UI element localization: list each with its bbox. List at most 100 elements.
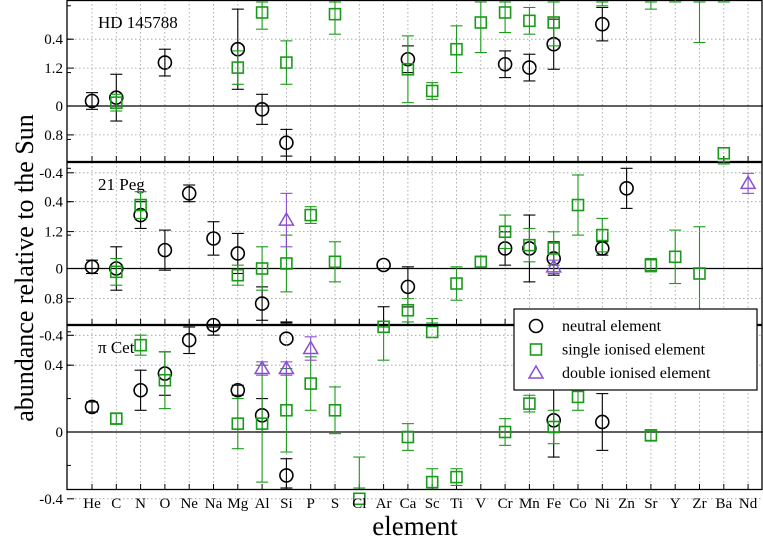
point-single-Sr — [644, 258, 658, 272]
panel-border — [66, 324, 763, 491]
panel-border — [66, 0, 763, 163]
x-tick-label: Sr — [644, 496, 657, 512]
point-single-Sc — [425, 325, 439, 339]
point-neutral-Na — [206, 231, 221, 246]
point-double-Fe — [545, 258, 563, 273]
point-neutral-Mn — [522, 60, 537, 75]
y-tick-label: 0 — [56, 425, 64, 441]
point-neutral-Ni — [594, 414, 610, 430]
star-label: π Cet — [98, 338, 135, 357]
legend-marker-square — [529, 343, 543, 356]
y-tick-label: -0.4 — [39, 328, 63, 344]
x-tick-label: Mn — [519, 496, 540, 512]
legend-marker-circle — [528, 318, 544, 334]
x-tick-label: Ni — [595, 496, 610, 512]
x-tick-label: Co — [569, 496, 587, 512]
point-neutral-Si — [279, 135, 294, 151]
x-tick-label: V — [475, 496, 486, 512]
y-tick-label: 0.8 — [44, 128, 63, 144]
legend-label-neutral: neutral element — [562, 318, 662, 335]
x-tick-label: Na — [205, 496, 223, 512]
point-neutral-Na — [206, 317, 221, 333]
point-single-Ar — [377, 320, 390, 334]
point-neutral-Ni — [594, 16, 610, 32]
point-single-P — [304, 377, 318, 390]
point-single-Mn — [523, 397, 536, 410]
point-single-Ti — [450, 470, 463, 484]
x-tick-label: Cr — [498, 496, 513, 512]
point-single-Cr — [498, 6, 512, 19]
x-tick-label: Si — [280, 496, 293, 512]
y-tick-label: 0 — [56, 262, 64, 278]
point-single-Al — [255, 417, 269, 430]
y-tick-label: 0.4 — [44, 195, 63, 211]
x-tick-label: Fe — [546, 496, 561, 512]
point-neutral-Si — [279, 468, 294, 483]
point-single-Zr — [693, 267, 706, 280]
point-single-Si — [280, 56, 293, 69]
point-single-Sc — [425, 475, 439, 489]
y-tick-label: 0.8 — [44, 291, 63, 307]
y-tick-label: 0.4 — [44, 358, 63, 374]
point-single-V — [474, 16, 488, 29]
point-single-Fe — [547, 420, 561, 434]
point-single-O — [158, 373, 172, 387]
point-single-Mn — [523, 238, 536, 252]
x-tick-label: He — [83, 496, 101, 512]
x-tick-label: Mg — [227, 496, 248, 512]
point-single-P — [304, 208, 318, 222]
point-neutral-N — [133, 382, 148, 398]
y-tick-label: 1.2 — [44, 61, 63, 77]
point-single-N — [134, 198, 147, 212]
point-single-C — [110, 412, 123, 425]
panel-3: 1.2 0.8 0.4 0 -0.4 π Cet — [39, 225, 763, 508]
point-neutral-Al — [254, 296, 270, 311]
point-single-S — [328, 7, 342, 21]
point-single-Mg — [231, 268, 245, 282]
point-double-Si — [278, 211, 295, 226]
point-single-Mg — [231, 417, 245, 430]
y-axis-label: abundance relative to the Sun — [10, 114, 39, 422]
point-single-Mg — [231, 61, 245, 74]
point-single-Ba — [717, 146, 731, 160]
point-single-Co — [571, 390, 585, 404]
point-double-P — [302, 340, 320, 355]
x-tick-label: C — [111, 496, 121, 512]
point-single-V — [474, 255, 488, 269]
y-tick-label: 0 — [56, 99, 64, 115]
point-single-S — [328, 403, 342, 417]
x-tick-label: O — [159, 496, 170, 512]
x-tick-label: Y — [670, 496, 681, 512]
point-single-Fe — [547, 16, 561, 29]
point-neutral-Al — [254, 102, 270, 117]
legend-marker-triangle — [527, 364, 545, 379]
x-tick-label: Al — [255, 496, 270, 512]
point-single-Y — [668, 250, 682, 264]
point-double-Al — [253, 360, 271, 375]
point-neutral-O — [157, 242, 173, 258]
x-tick-labels: He C N O Ne Na Mg Al Si P S Cl Ar Ca Sc Ti V Cr Mn Fe Co Ni Zn… — [83, 496, 758, 512]
point-single-Fe — [547, 242, 561, 255]
point-neutral-Zn — [619, 181, 634, 196]
panel-1: 1.2 0.8 0.4 0 -0.4 HD 145788 — [39, 0, 763, 182]
star-label: HD 145788 — [98, 13, 178, 32]
point-single-S — [328, 255, 342, 269]
point-single-Cr — [498, 425, 512, 439]
point-single-Co — [571, 198, 585, 212]
x-tick-label: Ca — [400, 496, 417, 512]
point-single-C — [110, 265, 123, 279]
y-tick-label: 1.2 — [44, 225, 63, 241]
point-single-C — [110, 96, 123, 109]
point-neutral-Ne — [181, 332, 197, 348]
x-tick-label: N — [135, 496, 146, 512]
panel-2: 1.2 0.8 0.4 0 -0.4 21 Peg — [39, 61, 763, 346]
point-single-Ca — [401, 430, 415, 444]
point-neutral-Mg — [230, 382, 246, 398]
x-axis-label: element — [372, 511, 458, 541]
x-tick-label: Ar — [376, 496, 392, 512]
point-neutral-He — [84, 93, 100, 109]
point-single-Al — [255, 262, 269, 275]
x-tick-label: P — [307, 496, 315, 512]
point-double-Nd — [739, 174, 757, 190]
